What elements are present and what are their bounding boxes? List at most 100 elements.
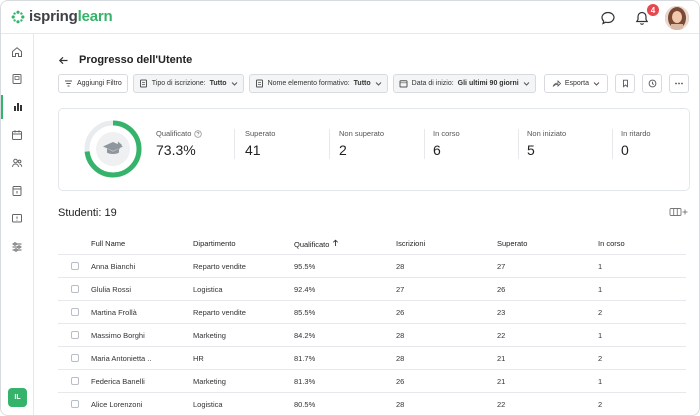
- row-checkbox[interactable]: [70, 308, 79, 316]
- cell-full-name[interactable]: Martina Frollà: [91, 307, 137, 317]
- stat-value: 6: [433, 142, 441, 158]
- column-header-in-progress[interactable]: In corso: [598, 239, 625, 248]
- logo-icon: [11, 10, 25, 23]
- stats-card: Qualificato 73.3% Superato 41 Non supera…: [58, 108, 690, 191]
- row-checkbox[interactable]: [70, 377, 79, 385]
- cell-passed: 22: [497, 330, 506, 340]
- document-icon: [139, 79, 147, 88]
- bookmark-button[interactable]: [615, 74, 635, 93]
- cell-in-progress: 1: [598, 330, 603, 340]
- sidebar-item-settings[interactable]: [1, 235, 33, 259]
- filter-label: Nome elemento formativo:: [267, 80, 350, 87]
- row-checkbox-cell: [58, 377, 91, 385]
- cell-enrollments: 27: [396, 284, 405, 294]
- cell-qualified: 81.3%: [294, 376, 316, 386]
- cell-in-progress: 1: [598, 284, 603, 294]
- stat-qualified: Qualificato 73.3%: [156, 129, 203, 159]
- user-initials-badge[interactable]: IL: [8, 388, 27, 407]
- table-row[interactable]: Anna Bianchi Reparto vendite 95.5% 28 27 1: [58, 255, 686, 278]
- chat-icon[interactable]: [597, 7, 619, 29]
- cell-full-name[interactable]: Federica Banelli: [91, 376, 145, 386]
- row-checkbox-cell: [58, 308, 91, 316]
- add-filter-button[interactable]: Aggiungi Filtro: [58, 74, 128, 93]
- more-options-button[interactable]: [669, 74, 689, 93]
- divider: [424, 129, 425, 159]
- cell-full-name[interactable]: Alice Lorenzoni: [91, 399, 143, 409]
- sidebar-item-reports[interactable]: [1, 95, 33, 119]
- sidebar-item-schedule[interactable]: [1, 179, 33, 203]
- stat-label: Non iniziato: [527, 129, 567, 138]
- add-filter-label: Aggiungi Filtro: [77, 80, 122, 87]
- stat-value: 41: [245, 142, 261, 158]
- cell-department: Marketing: [193, 376, 226, 386]
- share-arrow-icon: [552, 80, 561, 87]
- cell-full-name[interactable]: Maria Antonietta ..: [91, 353, 152, 363]
- help-circle-icon[interactable]: [194, 129, 203, 138]
- calendar-icon: [12, 130, 22, 140]
- sidebar: IL: [1, 34, 34, 415]
- row-checkbox[interactable]: [70, 400, 79, 408]
- cell-enrollments: 28: [396, 261, 405, 271]
- stat-not-passed: Non superato 2: [339, 129, 384, 159]
- stat-label: In corso: [433, 129, 460, 138]
- row-checkbox[interactable]: [70, 262, 79, 270]
- cell-department: Reparto vendite: [193, 307, 246, 317]
- export-button[interactable]: Esporta: [543, 74, 608, 93]
- filter-label: Tipo di iscrizione:: [151, 80, 206, 87]
- table-row[interactable]: Glulia Rossi Logistica 92.4% 27 26 1: [58, 278, 686, 301]
- more-dots-icon: [675, 82, 683, 85]
- row-checkbox[interactable]: [70, 285, 79, 293]
- row-checkbox[interactable]: [70, 331, 79, 339]
- column-header-full-name[interactable]: Full Name: [91, 239, 126, 248]
- column-settings-button[interactable]: [669, 207, 689, 217]
- home-icon: [12, 47, 22, 57]
- sidebar-item-users[interactable]: [1, 151, 33, 175]
- sidebar-item-content[interactable]: [1, 67, 33, 91]
- cell-qualified: 81.7%: [294, 353, 316, 363]
- sidebar-item-home[interactable]: [1, 40, 33, 64]
- filter-start-date[interactable]: Data di inizio: Gli ultimi 90 giorni: [392, 74, 536, 93]
- cell-enrollments: 26: [396, 307, 405, 317]
- cell-passed: 23: [497, 307, 506, 317]
- user-avatar[interactable]: [665, 6, 689, 30]
- schedule-icon: [12, 186, 22, 196]
- cell-department: Marketing: [193, 330, 226, 340]
- graduation-cap-icon: [103, 141, 123, 154]
- cell-full-name[interactable]: Massimo Borghi: [91, 330, 145, 340]
- stat-passed: Superato 41: [245, 129, 275, 159]
- sidebar-item-help[interactable]: [1, 207, 33, 231]
- filter-learning-item-name[interactable]: Nome elemento formativo: Tutto: [248, 74, 388, 93]
- row-checkbox[interactable]: [70, 354, 79, 362]
- students-count-title: Studenti: 19: [58, 207, 117, 219]
- table-row[interactable]: Massimo Borghi Marketing 84.2% 28 22 1: [58, 324, 686, 347]
- stat-overdue: In ritardo 0: [621, 129, 651, 159]
- stat-value: 73.3%: [156, 142, 196, 158]
- logo[interactable]: ispringlearn: [11, 8, 113, 25]
- table-row[interactable]: Alice Lorenzoni Logistica 80.5% 28 22 2: [58, 393, 686, 415]
- table-row[interactable]: Federica Banelli Marketing 81.3% 26 21 1: [58, 370, 686, 393]
- chevron-down-icon: [593, 82, 600, 86]
- cell-department: Reparto vendite: [193, 261, 246, 271]
- main-content: Progresso dell'Utente Aggiungi Filtro Ti…: [34, 34, 699, 415]
- divider: [329, 129, 330, 159]
- column-header-enrollments[interactable]: Iscrizioni: [396, 239, 426, 248]
- column-header-passed[interactable]: Superato: [497, 239, 528, 248]
- cell-passed: 21: [497, 376, 506, 386]
- sidebar-item-calendar[interactable]: [1, 123, 33, 147]
- chevron-down-icon: [231, 82, 237, 86]
- back-arrow-icon[interactable]: [58, 55, 69, 66]
- schedule-report-button[interactable]: [642, 74, 662, 93]
- filter-bar: Aggiungi Filtro Tipo di iscrizione: Tutt…: [58, 74, 536, 93]
- cell-enrollments: 28: [396, 399, 405, 409]
- table-row[interactable]: Martina Frollà Reparto vendite 85.5% 26 23 2: [58, 301, 686, 324]
- export-label: Esporta: [564, 80, 589, 87]
- filter-enrollment-type[interactable]: Tipo di iscrizione: Tutto: [132, 74, 244, 93]
- table-row[interactable]: Maria Antonietta .. HR 81.7% 28 21 2: [58, 347, 686, 370]
- cell-full-name[interactable]: Anna Bianchi: [91, 261, 136, 271]
- cell-full-name[interactable]: Glulia Rossi: [91, 284, 132, 294]
- notifications-bell-icon[interactable]: 4: [631, 4, 659, 29]
- column-header-qualified[interactable]: Qualificato: [294, 239, 396, 249]
- students-table: Full Name Dipartimento Qualificato Iscri…: [58, 233, 686, 415]
- column-header-department[interactable]: Dipartimento: [193, 239, 236, 248]
